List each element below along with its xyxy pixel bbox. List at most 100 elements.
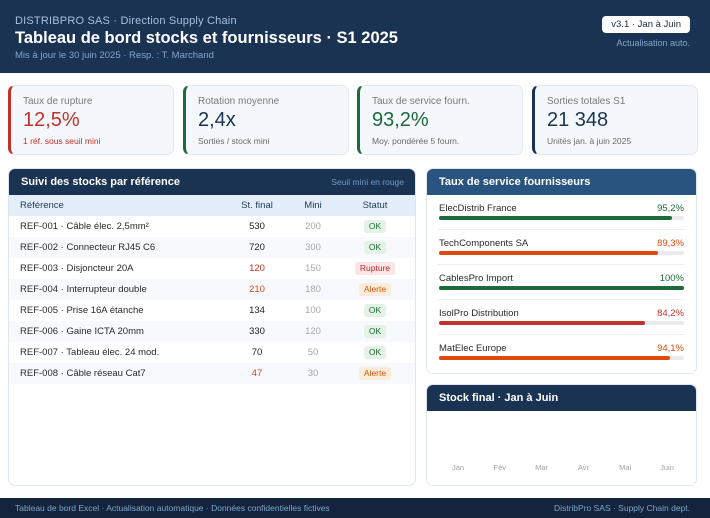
month-tick-label: Mai <box>619 463 632 472</box>
service-rate-track <box>439 321 684 325</box>
kpi-value: 93,2% <box>372 109 429 131</box>
panel-header: Taux de service fournisseurs <box>427 169 696 195</box>
reference-cell: REF-005 · Prise 16A étanche <box>20 305 144 316</box>
supplier-rate: 94,1% <box>657 343 684 354</box>
status-cell: Alerte <box>344 367 406 380</box>
status-cell: OK <box>344 346 406 359</box>
supplier-item: MatElec Europe 94,1% <box>438 335 685 370</box>
service-rate-bar <box>439 356 670 360</box>
reference-cell: REF-007 · Tableau élec. 24 mod. <box>20 347 160 358</box>
table-body: REF-001 · Câble élec. 2,5mm² 530 200 OK REF-… <box>9 216 415 384</box>
kpi-label: Sorties totales S1 <box>547 96 626 107</box>
stock-chart-panel: Stock final · Jan à Juin Jan Fév Mar Avr Mai… <box>426 384 697 486</box>
supplier-name: TechComponents SA <box>439 238 529 249</box>
service-rate-track <box>439 356 684 360</box>
reference-cell: REF-001 · Câble élec. 2,5mm² <box>20 221 149 232</box>
footer-company: DistribPro SAS · Supply Chain dept. <box>553 503 690 513</box>
panel-title: Taux de service fournisseurs <box>439 176 591 188</box>
service-rate-track <box>439 251 684 255</box>
minimum-cell: 120 <box>305 326 321 337</box>
column-header-final-stock[interactable]: St. final <box>241 200 273 211</box>
panel-header: Stock final · Jan à Juin <box>427 385 696 411</box>
service-rate-bar <box>439 251 658 255</box>
kpi-label: Rotation moyenne <box>198 96 280 107</box>
final-stock-cell: 70 <box>251 347 263 358</box>
table-header: Référence St. final Mini Statut <box>9 195 415 216</box>
panel-header: Suivi des stocks par référence Seuil min… <box>9 169 415 195</box>
kpi-subtext: Unités jan. à juin 2025 <box>547 136 632 146</box>
status-badge: OK <box>363 346 387 359</box>
status-cell: Alerte <box>344 283 406 296</box>
kpi-card-rotation: Rotation moyenne 2,4x Sorties / stock mi… <box>183 85 349 155</box>
minimum-cell: 300 <box>305 242 321 253</box>
final-stock-cell: 120 <box>249 263 265 274</box>
dashboard-header: DISTRIBPRO SAS · Direction Supply Chain … <box>0 0 710 73</box>
kpi-card-service-rate: Taux de service fourn. 93,2% Moy. pondér… <box>357 85 523 155</box>
kpi-card-rupture-rate: Taux de rupture 12,5% 1 réf. sous seuil … <box>8 85 174 155</box>
threshold-note: Seuil mini en rouge <box>331 177 404 187</box>
table-row[interactable]: REF-001 · Câble élec. 2,5mm² 530 200 OK <box>9 216 415 237</box>
kpi-subtext: Sorties / stock mini <box>198 136 270 146</box>
table-row[interactable]: REF-007 · Tableau élec. 24 mod. 70 50 OK <box>9 342 415 363</box>
kpi-label: Taux de rupture <box>23 96 93 107</box>
status-cell: OK <box>344 325 406 338</box>
status-cell: OK <box>344 241 406 254</box>
status-badge: OK <box>363 304 387 317</box>
column-header-reference[interactable]: Référence <box>20 200 64 211</box>
column-header-minimum[interactable]: Mini <box>304 200 322 211</box>
status-badge: OK <box>363 220 387 233</box>
kpi-card-total-outputs: Sorties totales S1 21 348 Unités jan. à … <box>532 85 698 155</box>
organization-label: DISTRIBPRO SAS · Direction Supply Chain <box>15 15 237 27</box>
month-tick-label: Jan <box>451 463 465 472</box>
footer-info: Tableau de bord Excel · Actualisation au… <box>15 503 330 513</box>
minimum-cell: 100 <box>305 305 321 316</box>
supplier-name: MatElec Europe <box>439 343 507 354</box>
minimum-cell: 150 <box>305 263 321 274</box>
supplier-name: IsolPro Distribution <box>439 308 519 319</box>
status-badge: Alerte <box>358 283 392 296</box>
status-badge: Alerte <box>358 367 392 380</box>
supplier-service-panel: Taux de service fournisseurs ElecDistrib… <box>426 168 697 374</box>
table-row[interactable]: REF-006 · Gaine ICTA 20mm 330 120 OK <box>9 321 415 342</box>
minimum-cell: 180 <box>305 284 321 295</box>
month-tick-label: Juin <box>660 463 674 472</box>
supplier-name: ElecDistrib France <box>439 203 517 214</box>
table-row[interactable]: REF-003 · Disjoncteur 20A 120 150 Rupture <box>9 258 415 279</box>
service-rate-track <box>439 216 684 220</box>
footer: Tableau de bord Excel · Actualisation au… <box>0 498 710 518</box>
final-stock-cell: 330 <box>249 326 265 337</box>
table-row[interactable]: REF-008 · Câble réseau Cat7 47 30 Alerte <box>9 363 415 384</box>
kpi-value: 2,4x <box>198 109 236 131</box>
panel-title: Stock final · Jan à Juin <box>439 392 559 404</box>
final-stock-cell: 47 <box>251 368 263 379</box>
column-header-status[interactable]: Statut <box>362 200 388 211</box>
supplier-item: CablesPro Import 100% <box>438 265 685 300</box>
refresh-note: Actualisation auto. <box>616 38 690 48</box>
month-tick-label: Avr <box>577 463 589 472</box>
supplier-rate: 100% <box>659 273 684 284</box>
service-rate-bar <box>439 321 646 325</box>
table-row[interactable]: REF-002 · Connecteur RJ45 C6 720 300 OK <box>9 237 415 258</box>
supplier-item: TechComponents SA 89,3% <box>438 230 685 265</box>
final-stock-cell: 720 <box>249 242 265 253</box>
service-rate-bar <box>439 286 684 290</box>
minimum-cell: 30 <box>307 368 319 379</box>
supplier-rate: 95,2% <box>657 203 684 214</box>
supplier-name: CablesPro Import <box>439 273 513 284</box>
month-tick-label: Fév <box>493 463 507 472</box>
reference-cell: REF-004 · Interrupteur double <box>20 284 147 295</box>
panel-title: Suivi des stocks par référence <box>21 176 180 188</box>
table-row[interactable]: REF-004 · Interrupteur double 210 180 Alert… <box>9 279 415 300</box>
supplier-list: ElecDistrib France 95,2% TechComponents SA… <box>427 195 696 370</box>
table-row[interactable]: REF-005 · Prise 16A étanche 134 100 OK <box>9 300 415 321</box>
reference-cell: REF-002 · Connecteur RJ45 C6 <box>20 242 156 253</box>
supplier-item: IsolPro Distribution 84,2% <box>438 300 685 335</box>
reference-cell: REF-008 · Câble réseau Cat7 <box>20 368 146 379</box>
stock-tracking-panel: Suivi des stocks par référence Seuil min… <box>8 168 416 486</box>
month-axis: Jan Fév Mar Avr Mai Juin <box>427 463 696 475</box>
status-cell: OK <box>344 304 406 317</box>
kpi-value: 21 348 <box>547 109 609 131</box>
supplier-rate: 84,2% <box>657 308 684 319</box>
minimum-cell: 200 <box>305 221 321 232</box>
version-badge: v3.1 · Jan à Juin <box>602 16 690 33</box>
